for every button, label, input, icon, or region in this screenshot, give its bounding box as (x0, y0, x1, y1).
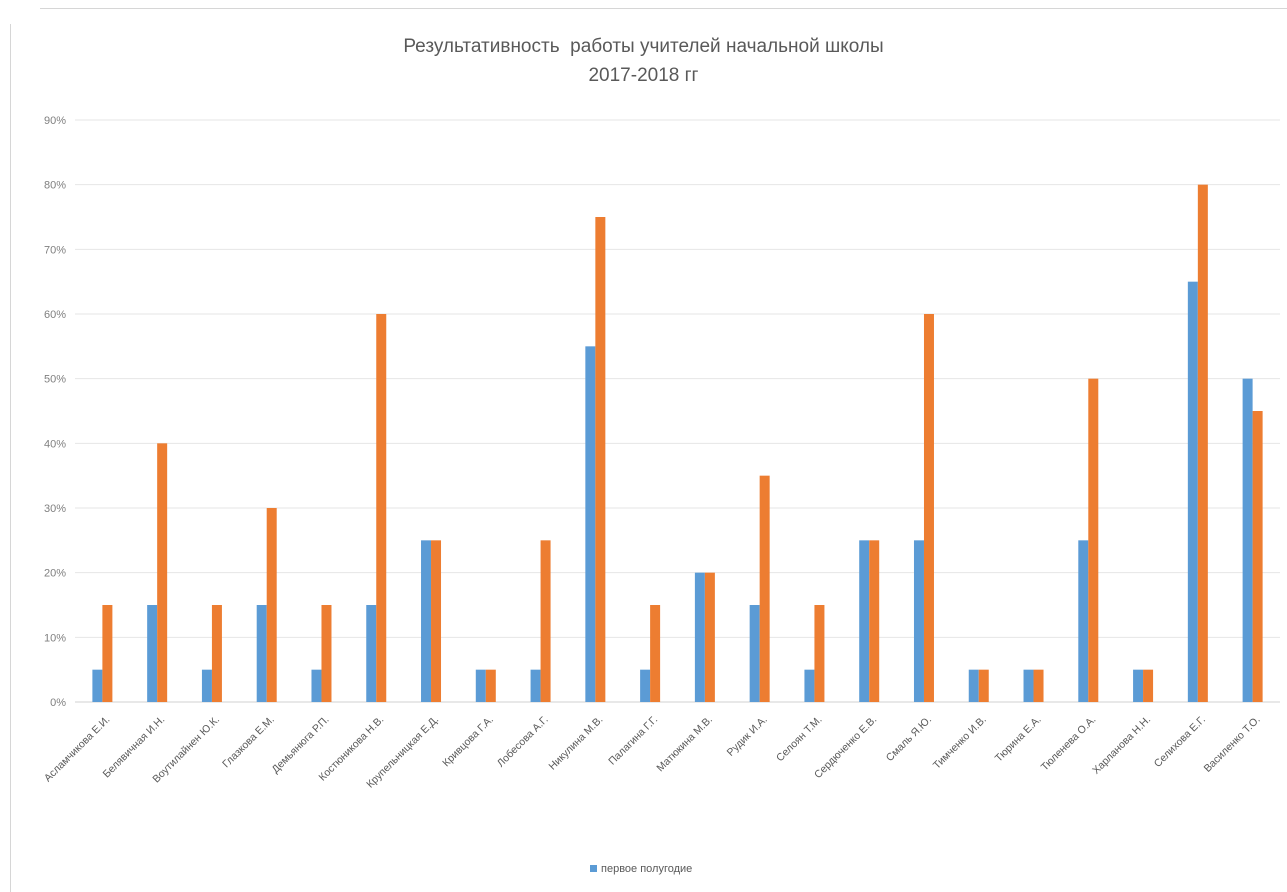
x-tick-label: Лобесова А.Г. (495, 714, 551, 770)
x-tick-label: Тюрина Е.А. (993, 714, 1044, 765)
bar-series-1 (1242, 378, 1253, 702)
bar-series-2 (376, 314, 387, 702)
y-tick-label: 80% (44, 180, 66, 192)
y-tick-label: 30% (44, 503, 66, 515)
bar-series-1 (694, 572, 705, 702)
bar-series-1 (421, 540, 432, 702)
x-tick-label: Демьянюга Р.П. (270, 714, 332, 776)
y-tick-label: 50% (44, 374, 66, 386)
x-tick-label: Матюкина М.В. (654, 714, 715, 775)
x-tick-label: Рудик И.А. (725, 714, 770, 759)
chart-subtitle: 2017-2018 гг (588, 65, 699, 86)
chart-title: Результативность работы учителей начальн… (403, 36, 884, 57)
x-tick-label: Селихова Е.Г. (1152, 714, 1208, 770)
bar-series-2 (759, 475, 770, 702)
bar-series-2 (157, 443, 168, 702)
bar-series-2 (595, 217, 606, 702)
bar-series-1 (1078, 540, 1089, 702)
bar-series-2 (978, 669, 989, 702)
y-tick-label: 70% (44, 244, 66, 256)
y-tick-label: 20% (44, 568, 66, 580)
frame-border-left (10, 24, 11, 892)
bar-series-1 (749, 605, 760, 702)
x-tick-label: Харланова Н.Н. (1090, 714, 1153, 777)
bar-series-2 (431, 540, 442, 702)
y-tick-label: 10% (44, 632, 66, 644)
x-axis: Асламчикова Е.И.Белявичная И.Н.Воутилайн… (42, 714, 1263, 791)
bar-series-1 (913, 540, 924, 702)
bar-series-2 (1033, 669, 1044, 702)
bar-series-2 (1143, 669, 1154, 702)
y-axis: 0% 10% 20% 30% 40% 50% 60% 70% 80% 90% (44, 115, 66, 709)
x-tick-label: Василенко Т.О. (1202, 714, 1263, 775)
bar-series-2 (869, 540, 880, 702)
bar-series-1 (1133, 669, 1144, 702)
bar-series-1 (804, 669, 815, 702)
bar-series-2 (1088, 378, 1099, 702)
y-tick-label: 90% (44, 115, 66, 127)
x-tick-label: Тюленева О.А. (1039, 714, 1099, 774)
bar-series-2 (211, 605, 222, 702)
bar-series-1 (1187, 281, 1198, 702)
bar-series-2 (485, 669, 496, 702)
bars (92, 184, 1263, 702)
x-tick-label: Селоян Т.М. (774, 714, 824, 764)
legend-swatch (590, 865, 597, 872)
y-tick-label: 40% (44, 438, 66, 450)
bar-series-2 (321, 605, 332, 702)
bar-series-1 (147, 605, 158, 702)
chart-title-block: Результативность работы учителей начальн… (0, 32, 1287, 90)
bar-series-1 (968, 669, 979, 702)
x-tick-label: Тимченко И.В. (931, 714, 989, 772)
bar-series-1 (92, 669, 103, 702)
y-tick-label: 60% (44, 309, 66, 321)
bar-series-1 (585, 346, 596, 702)
bar-series-2 (102, 605, 113, 702)
bar-series-1 (530, 669, 541, 702)
bar-series-2 (814, 605, 825, 702)
bar-series-2 (1252, 411, 1263, 702)
bar-series-1 (1023, 669, 1034, 702)
bar-series-1 (311, 669, 322, 702)
x-tick-label: Кривцова Г.А. (440, 714, 496, 770)
bar-series-2 (1197, 184, 1208, 702)
x-tick-label: Глазкова Е.М. (220, 714, 277, 771)
frame-border-top (40, 8, 1287, 9)
legend: первое полугодие (590, 863, 692, 875)
bar-series-2 (540, 540, 551, 702)
bar-series-2 (923, 314, 934, 702)
bar-series-1 (859, 540, 870, 702)
x-tick-label: Никулина М.В. (547, 714, 606, 773)
bar-series-2 (266, 508, 277, 702)
bar-series-2 (704, 572, 715, 702)
bar-series-1 (640, 669, 651, 702)
bar-series-2 (650, 605, 661, 702)
gridlines (75, 119, 1280, 703)
bar-series-1 (256, 605, 267, 702)
x-tick-label: Смаль Я.Ю. (884, 714, 934, 764)
legend-label: первое полугодие (601, 863, 692, 875)
x-tick-label: Палагина Г.Г. (606, 714, 660, 768)
bar-series-1 (366, 605, 377, 702)
bar-series-1 (475, 669, 486, 702)
y-tick-label: 0% (50, 697, 66, 709)
bar-series-1 (201, 669, 212, 702)
